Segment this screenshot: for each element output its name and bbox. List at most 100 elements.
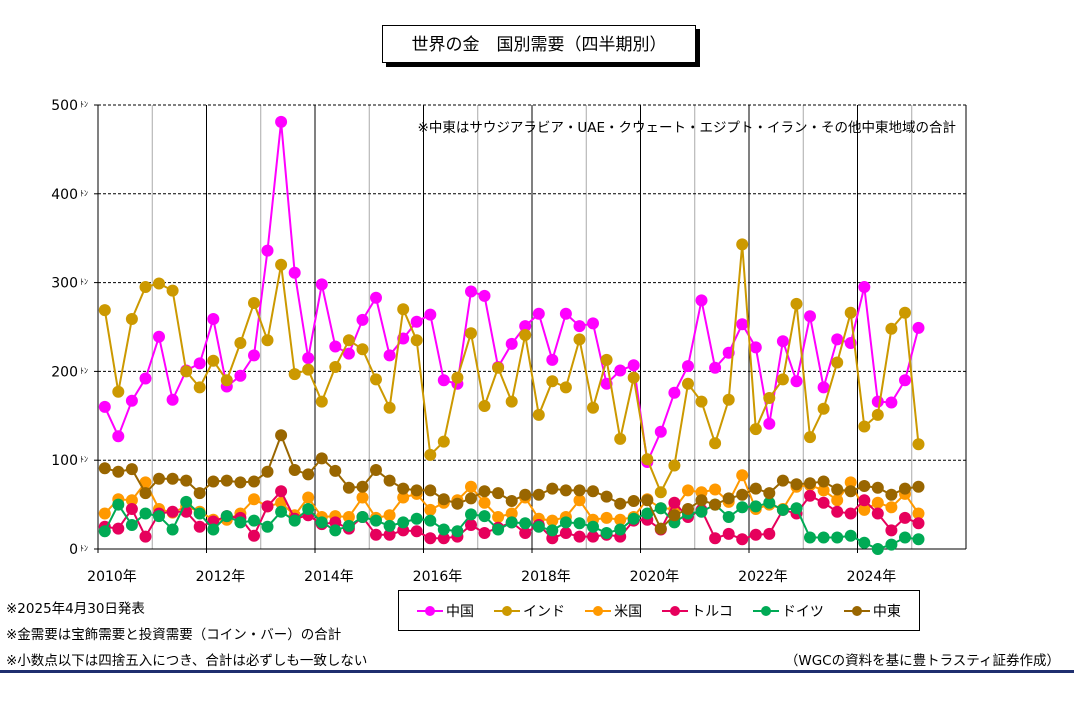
data-point [315, 278, 328, 291]
data-point [139, 487, 152, 500]
data-point [478, 400, 491, 412]
data-point [804, 431, 816, 444]
data-point [492, 511, 505, 523]
legend-marker-icon [843, 605, 870, 616]
data-point [858, 420, 871, 433]
data-point [899, 511, 911, 524]
data-point [153, 510, 165, 523]
data-point [600, 527, 613, 539]
data-point [166, 523, 179, 536]
data-point [193, 381, 206, 394]
data-point [776, 503, 789, 516]
data-point [776, 474, 789, 487]
y-tick-unit: ﾄﾝ [80, 278, 88, 287]
data-point [817, 531, 830, 544]
data-point [356, 491, 369, 504]
legend-marker-icon [662, 605, 689, 616]
data-point [817, 381, 830, 394]
data-point [899, 374, 911, 387]
legend-marker-icon [752, 605, 779, 616]
data-point [546, 353, 559, 366]
data-point [234, 369, 247, 382]
data-point [668, 459, 681, 472]
data-point [709, 483, 722, 496]
data-point [546, 482, 559, 495]
data-point [248, 529, 260, 542]
data-point [532, 307, 545, 320]
data-point [98, 304, 111, 317]
data-point [356, 343, 369, 356]
data-point [410, 334, 423, 347]
data-point [125, 463, 138, 476]
data-point [383, 528, 396, 541]
data-point [790, 478, 803, 491]
data-point [532, 488, 545, 501]
data-point [641, 507, 654, 520]
data-point [410, 525, 423, 538]
data-point [478, 510, 491, 523]
x-tick-label: 2022年 [738, 569, 788, 585]
data-point [125, 503, 138, 515]
data-point [695, 294, 708, 307]
series-中国 [98, 115, 925, 468]
data-point [505, 495, 518, 507]
data-point [695, 494, 708, 507]
data-point [519, 320, 532, 333]
data-point [587, 317, 599, 330]
data-point [790, 375, 803, 388]
data-point [112, 522, 125, 535]
data-point [288, 266, 301, 279]
data-point [573, 484, 586, 497]
data-point [153, 277, 165, 290]
data-point [749, 500, 762, 513]
data-point [261, 520, 274, 533]
data-point [193, 507, 206, 520]
data-point [261, 244, 274, 257]
data-point [831, 333, 844, 346]
chart-annotation: ※中東はサウジアラビア・UAE・クウェート・エジプト・イラン・その他中東地域の合… [418, 120, 956, 136]
data-point [519, 329, 532, 341]
data-point [763, 487, 776, 500]
data-point [831, 483, 844, 496]
data-point [220, 474, 233, 487]
data-point [885, 488, 898, 501]
data-point [478, 496, 491, 509]
series-line [103, 121, 920, 466]
data-point [871, 395, 884, 408]
data-point [505, 337, 518, 350]
data-point [858, 536, 871, 549]
data-point [248, 493, 260, 506]
data-point [139, 476, 152, 489]
data-point [844, 476, 857, 489]
data-point [288, 514, 301, 527]
data-point [831, 531, 844, 544]
data-point [831, 494, 844, 507]
data-point [275, 496, 288, 509]
data-point [709, 361, 722, 374]
data-point [166, 393, 179, 406]
data-point [180, 495, 193, 508]
data-point [342, 519, 355, 532]
data-point [749, 423, 762, 436]
data-point [668, 386, 681, 399]
data-point [736, 469, 749, 482]
y-tick-label: 200 [51, 364, 78, 380]
data-point [804, 531, 816, 544]
data-point [112, 430, 125, 443]
note-rounding: ※小数点以下は四捨五入につき、合計は必ずしも一致しない [6, 653, 368, 669]
data-point [424, 503, 437, 516]
data-point [587, 485, 599, 498]
data-point [180, 474, 193, 487]
legend-item: 米国 [585, 601, 642, 621]
data-point [885, 322, 898, 335]
data-point [125, 394, 138, 407]
data-point [465, 508, 477, 521]
data-point [98, 525, 111, 538]
data-point [858, 281, 871, 293]
data-point [505, 507, 518, 520]
data-point [559, 307, 572, 320]
data-point [817, 496, 830, 509]
data-point [546, 514, 559, 527]
data-point [112, 465, 125, 478]
legend-marker-icon [417, 605, 444, 616]
